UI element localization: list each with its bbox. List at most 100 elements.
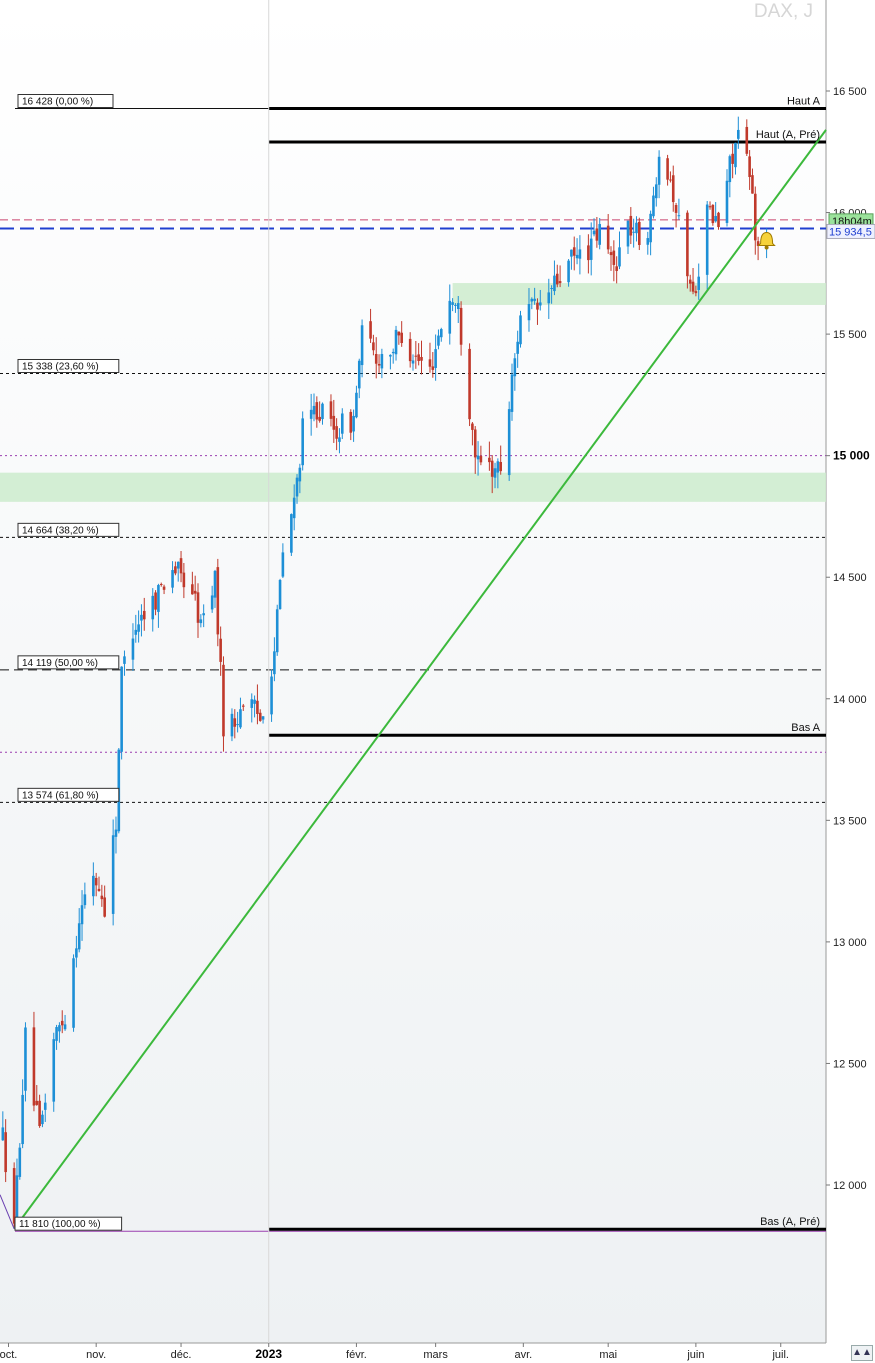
- candle-body: [154, 592, 157, 610]
- candle-body: [697, 276, 701, 290]
- candle-body: [275, 609, 279, 653]
- candle: [632, 218, 635, 248]
- candle-body: [756, 241, 760, 246]
- candle: [154, 590, 157, 616]
- candle: [176, 561, 180, 582]
- candle-body: [202, 613, 205, 616]
- candle: [32, 1011, 36, 1112]
- x-tick-label: juin: [686, 1349, 704, 1361]
- candle: [369, 308, 372, 343]
- candle-body: [459, 307, 463, 345]
- candle: [507, 401, 511, 481]
- y-tick-label: 15 000: [833, 449, 870, 463]
- fibonacci-label-box: [14, 1216, 123, 1231]
- candle-body: [18, 1147, 22, 1177]
- candle-body: [258, 712, 262, 721]
- candle: [131, 623, 135, 671]
- candle: [202, 604, 205, 628]
- candle: [63, 1014, 67, 1031]
- candle: [711, 204, 715, 226]
- candle-body: [1, 1127, 5, 1141]
- candle-body: [340, 413, 344, 434]
- candle: [674, 202, 678, 228]
- candle: [100, 884, 104, 907]
- candle: [714, 202, 717, 223]
- trend-line: [13, 129, 827, 1230]
- candle-body: [711, 204, 715, 224]
- candle: [669, 171, 672, 183]
- candle: [335, 418, 338, 451]
- candle: [649, 210, 652, 256]
- candle-body: [312, 405, 316, 415]
- candle: [428, 342, 432, 373]
- y-tick-label: 12 500: [833, 1058, 867, 1070]
- candle-body: [646, 238, 650, 245]
- candle-body: [236, 724, 239, 726]
- candle-body: [111, 835, 115, 914]
- candle: [476, 441, 480, 476]
- candle: [43, 1093, 47, 1122]
- candle: [321, 402, 324, 425]
- candle-body: [295, 477, 299, 497]
- candle-body: [369, 321, 372, 339]
- candle: [281, 543, 285, 579]
- candle-body: [58, 1025, 61, 1032]
- candle: [275, 604, 279, 656]
- y-tick-label: 13 500: [833, 815, 867, 827]
- candle: [35, 1085, 39, 1106]
- candle: [671, 165, 675, 212]
- candle-body: [708, 206, 712, 208]
- candle: [510, 363, 514, 421]
- candle-body: [527, 303, 531, 321]
- candle: [111, 819, 115, 926]
- candle: [233, 709, 237, 739]
- candle-body: [349, 411, 353, 433]
- candle: [717, 211, 720, 230]
- candle: [686, 210, 689, 289]
- candle-body: [434, 349, 437, 368]
- support-zone: [0, 472, 826, 502]
- axis-background: [826, 0, 875, 1363]
- candle: [338, 428, 341, 454]
- candle-body: [476, 455, 480, 460]
- candle-body: [547, 292, 551, 304]
- candle: [77, 908, 81, 953]
- candle: [140, 604, 143, 637]
- candle-body: [686, 212, 689, 277]
- candle: [657, 150, 661, 199]
- candle: [626, 220, 630, 254]
- candle-body: [428, 359, 432, 367]
- candle-body: [301, 418, 304, 466]
- candle-body: [120, 666, 123, 752]
- candle: [553, 260, 556, 296]
- candle-body: [219, 638, 222, 662]
- candle: [94, 872, 98, 897]
- candle: [454, 303, 457, 313]
- candle: [756, 236, 760, 261]
- candle: [420, 340, 423, 375]
- x-tick-label: juil.: [771, 1349, 789, 1361]
- candle-body: [253, 699, 256, 704]
- candle: [151, 588, 155, 632]
- candle: [309, 393, 313, 436]
- candle-body: [140, 614, 143, 621]
- candle: [595, 216, 599, 248]
- candle: [550, 285, 553, 304]
- candle: [638, 217, 641, 251]
- expand-button[interactable]: ▲▲: [851, 1345, 873, 1361]
- fibonacci-label-box: [17, 787, 120, 802]
- candle: [55, 1024, 58, 1050]
- candle-body: [278, 580, 282, 610]
- candle: [451, 298, 454, 312]
- candle: [315, 396, 319, 428]
- candle-body: [273, 651, 276, 675]
- candle: [355, 385, 358, 419]
- x-tick-label: déc.: [171, 1349, 192, 1361]
- candle: [570, 249, 573, 270]
- candle-body: [270, 676, 273, 715]
- y-tick-label: 14 500: [833, 572, 867, 584]
- candle-body: [654, 184, 658, 199]
- candle-body: [380, 353, 384, 369]
- candle: [349, 409, 353, 441]
